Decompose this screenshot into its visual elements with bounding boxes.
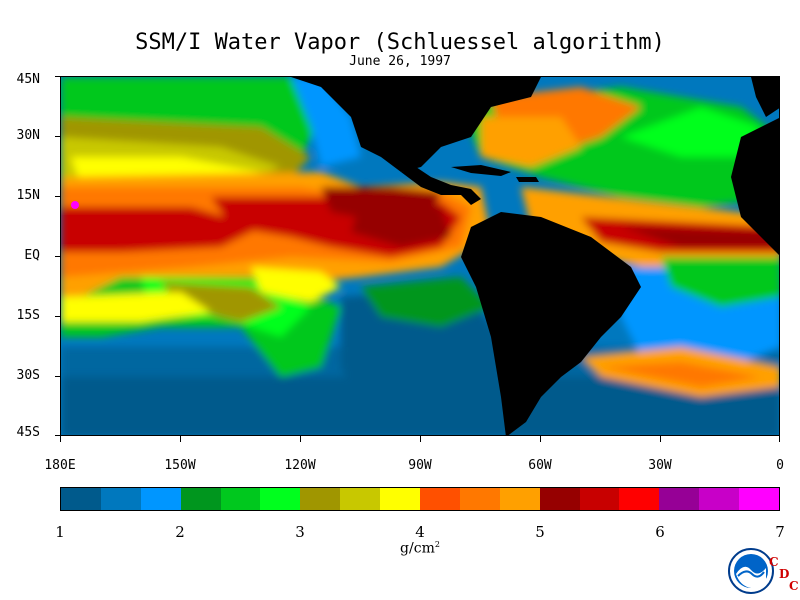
tick-lat [55, 256, 60, 257]
lon-label-0: 0 [776, 458, 784, 473]
cdc-letter-c2: C [789, 579, 799, 593]
colorbar-swatch [61, 488, 101, 510]
lat-label-15n: 15N [16, 188, 40, 203]
tick-lat [55, 76, 60, 77]
map-date: June 26, 1997 [349, 54, 451, 69]
cdc-letter-d: D [779, 567, 790, 581]
tick-lat [55, 136, 60, 137]
lon-label-150w: 150W [164, 458, 196, 473]
lat-label-45s: 45S [16, 425, 40, 440]
tick-lon [779, 436, 780, 442]
colorbar-swatch [459, 488, 500, 510]
colorbar-label-5: 5 [535, 523, 545, 541]
water-vapor-map [60, 76, 780, 436]
magenta-hotspot [71, 201, 79, 209]
colorbar [60, 487, 780, 511]
lon-label-90w: 90W [408, 458, 432, 473]
colorbar-swatch [180, 488, 221, 510]
colorbar-swatch [220, 488, 261, 510]
colorbar-swatch [739, 488, 780, 510]
noaa-logo-icon [728, 548, 774, 594]
colorbar-swatch [699, 488, 740, 510]
tick-lon [60, 436, 61, 442]
colorbar-swatch [539, 488, 580, 510]
land-africa [731, 118, 779, 255]
lat-label-30s: 30S [16, 368, 40, 383]
colorbar-swatch [499, 488, 540, 510]
lat-label-15s: 15S [16, 308, 40, 323]
lat-label-eq: EQ [24, 248, 40, 263]
lon-label-120w: 120W [284, 458, 316, 473]
lon-label-30w: 30W [648, 458, 672, 473]
tick-lat [55, 435, 60, 436]
colorbar-swatch [420, 488, 460, 510]
land-north-america [291, 77, 541, 172]
tick-lon [420, 436, 421, 442]
land-south-america [461, 212, 641, 435]
colorbar-swatch [300, 488, 341, 510]
colorbar-label-1: 1 [55, 523, 65, 541]
land-europe [751, 77, 779, 117]
tick-lon [180, 436, 181, 442]
lat-label-45n: 45N [16, 72, 40, 87]
lat-label-30n: 30N [16, 128, 40, 143]
colorbar-swatch [100, 488, 141, 510]
colorbar-swatch [619, 488, 660, 510]
tick-lat [55, 376, 60, 377]
colorbar-label-3: 3 [295, 523, 305, 541]
water-vapor-field [61, 77, 779, 435]
colorbar-swatch [340, 488, 381, 510]
tick-lon [300, 436, 301, 442]
tick-lon [540, 436, 541, 442]
colorbar-swatch [659, 488, 700, 510]
colorbar-swatch [380, 488, 421, 510]
colorbar-swatch [579, 488, 620, 510]
colorbar-units: g/cm2 [400, 540, 440, 557]
colorbar-label-4: 4 [415, 523, 425, 541]
tick-lat [55, 196, 60, 197]
tick-lat [55, 316, 60, 317]
colorbar-swatch [260, 488, 301, 510]
colorbar-swatch [140, 488, 181, 510]
lon-label-180e: 180E [44, 458, 76, 473]
colorbar-label-6: 6 [655, 523, 665, 541]
map-title: SSM/I Water Vapor (Schluessel algorithm) [135, 30, 665, 55]
colorbar-label-7: 7 [775, 523, 785, 541]
colorbar-label-2: 2 [175, 523, 185, 541]
lon-label-60w: 60W [528, 458, 552, 473]
land-caribbean [451, 165, 511, 176]
cdc-letter-c1: C [769, 555, 779, 569]
tick-lon [660, 436, 661, 442]
